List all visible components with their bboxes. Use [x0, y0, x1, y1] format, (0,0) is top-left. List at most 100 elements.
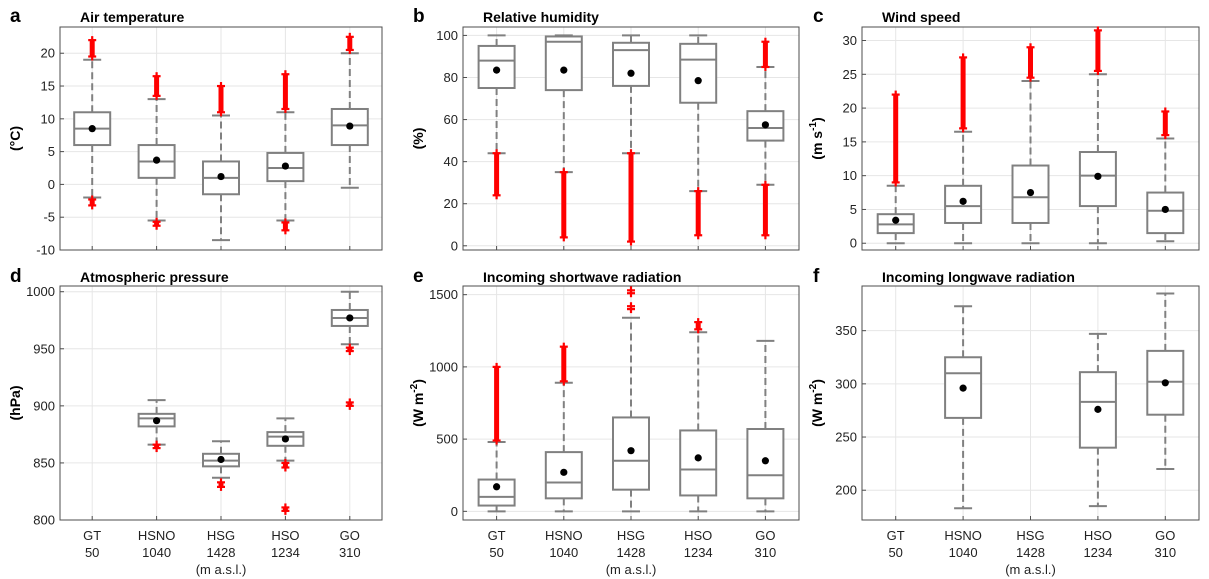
y-tick-label: 950	[33, 341, 55, 356]
panel-letter: d	[10, 266, 22, 287]
mean-marker	[217, 172, 225, 181]
panel-f: 200 250 300 350 f Incoming longwave radiation…	[808, 266, 1200, 577]
y-tick-label: 1500	[429, 287, 458, 302]
outlier-range	[891, 90, 900, 187]
x-category-label: HSO	[271, 528, 299, 543]
y-tick-label: 20	[843, 101, 857, 116]
x-elevation-label: 310	[339, 545, 361, 560]
outlier-range	[694, 187, 703, 240]
outlier-range	[559, 342, 568, 386]
y-tick-label: 0	[451, 504, 458, 519]
y-tick-label: 0	[48, 177, 55, 192]
outlier-range	[492, 362, 501, 445]
y-tick-label: 15	[41, 79, 55, 94]
y-tick-label: 1000	[429, 359, 458, 374]
outlier-range	[1161, 107, 1170, 140]
y-axis-label-main: (°C)	[7, 126, 23, 151]
box-hsg	[202, 440, 240, 491]
outlier-band	[1028, 47, 1033, 78]
y-tick-label: 1000	[26, 284, 55, 299]
mean-marker	[959, 384, 967, 392]
y-tick-label: 0	[850, 236, 857, 251]
outlier-range	[627, 286, 635, 298]
box-go	[746, 339, 785, 513]
x-elevation-label: 1040	[549, 545, 578, 560]
outlier-range	[694, 318, 703, 334]
outlier-range	[281, 458, 290, 472]
box-hsg	[612, 286, 650, 513]
mean-marker	[217, 455, 225, 464]
y-axis-label: (W m-2)	[409, 379, 426, 427]
panel-title: Wind speed	[882, 9, 960, 25]
y-axis-label-tail: )	[410, 379, 426, 384]
outlier-band	[347, 36, 353, 50]
mean-marker	[1094, 405, 1102, 413]
outlier-range	[88, 36, 97, 61]
outlier-range	[152, 440, 161, 453]
x-elevation-label: 1428	[617, 545, 646, 560]
mean-marker	[892, 216, 900, 224]
y-tick-label: -5	[43, 210, 55, 225]
x-unit-note: (m a.s.l.)	[1005, 562, 1056, 577]
mean-marker	[493, 483, 501, 491]
outlier-band	[762, 184, 768, 236]
panel-letter: e	[413, 266, 424, 287]
outlier-range	[152, 217, 161, 230]
x-category-label: HSG	[1016, 528, 1044, 543]
y-tick-label: 100	[436, 28, 458, 43]
outlier-band	[628, 153, 634, 242]
box-gt	[73, 36, 112, 210]
x-elevation-label: 50	[85, 545, 99, 560]
y-tick-label: 60	[444, 112, 458, 127]
outlier-range	[492, 149, 501, 200]
mean-marker	[627, 69, 635, 77]
axes-border	[861, 285, 1200, 521]
box-go	[330, 32, 369, 189]
x-category-label: HSNO	[138, 528, 176, 543]
x-category-label: HSG	[617, 528, 645, 543]
x-elevation-label: 50	[489, 545, 503, 560]
x-elevation-label: 310	[755, 545, 777, 560]
outlier-range	[761, 37, 770, 71]
box-hso	[679, 34, 718, 240]
y-tick-label: 300	[835, 376, 857, 391]
box-hsg	[612, 34, 650, 246]
outlier-range	[281, 503, 290, 515]
outlier-range	[1026, 43, 1035, 82]
x-category-label: HSO	[1084, 528, 1112, 543]
outlier-range	[345, 32, 354, 54]
y-axis-label-superscript: -1	[808, 122, 819, 131]
box-go	[1146, 107, 1185, 243]
box-gt	[876, 90, 915, 245]
y-tick-label: 0	[451, 238, 458, 253]
axes-border	[462, 285, 800, 521]
y-axis-label: (%)	[410, 128, 426, 150]
mean-marker	[88, 125, 96, 133]
mean-marker	[560, 66, 568, 74]
y-axis-label: (m s-1)	[808, 117, 825, 159]
outlier-band	[695, 191, 701, 236]
y-tick-label: 40	[444, 154, 458, 169]
x-category-label: HSNO	[944, 528, 982, 543]
y-tick-label: -10	[36, 243, 55, 258]
mean-marker	[560, 468, 568, 476]
outlier-range	[88, 195, 97, 210]
panel-e: 0 500 1000 1500 e Incoming shortwave radiatio…	[409, 266, 800, 577]
x-elevation-label: 1428	[1016, 545, 1045, 560]
y-tick-label: 15	[843, 134, 857, 149]
outlier-band	[282, 74, 288, 109]
iqr-box	[679, 429, 718, 497]
x-elevation-label: 1428	[207, 545, 236, 560]
y-axis-label-superscript: -2	[808, 383, 819, 392]
y-tick-label: 20	[41, 46, 55, 61]
x-elevation-label: 1234	[271, 545, 300, 560]
x-elevation-label: 1040	[949, 545, 978, 560]
outlier-range	[1093, 26, 1102, 75]
panel-title: Incoming shortwave radiation	[483, 269, 681, 285]
outlier-range	[217, 478, 225, 491]
y-axis-label-main: (W m	[410, 393, 426, 427]
mean-marker	[959, 197, 967, 205]
outlier-band	[561, 172, 567, 238]
panel-c: 0 5 10 15 20 25 30 c Wind speed (m s-1)	[808, 6, 1200, 251]
outlier-band	[762, 41, 768, 67]
